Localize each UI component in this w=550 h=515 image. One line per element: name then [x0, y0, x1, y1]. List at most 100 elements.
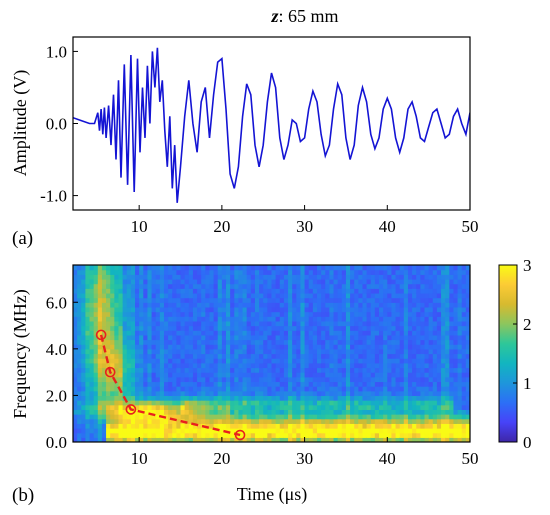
heatmap-cell	[325, 330, 330, 336]
heatmap-cell	[85, 376, 91, 383]
heatmap-cell	[441, 320, 446, 327]
heatmap-cell	[126, 288, 132, 294]
heatmap-cell	[192, 353, 198, 359]
heatmap-cell	[188, 330, 194, 336]
heatmap-cell	[242, 400, 248, 406]
heatmap-cell	[130, 265, 136, 271]
heatmap-cell	[147, 362, 153, 369]
heatmap-cell	[267, 400, 273, 406]
heatmap-cell	[73, 311, 78, 317]
heatmap-cell	[106, 372, 111, 378]
heatmap-cell	[325, 283, 330, 289]
heatmap-cell	[316, 409, 322, 415]
heatmap-cell	[192, 330, 198, 336]
heatmap-cell	[449, 334, 455, 341]
heatmap-cell	[337, 353, 343, 359]
heatmap-cell	[85, 320, 91, 327]
heatmap-cell	[176, 274, 182, 280]
trajectory-line	[99, 334, 241, 437]
heatmap-cell	[449, 390, 455, 397]
heatmap-cell	[333, 381, 339, 387]
heatmap-cell	[449, 376, 455, 383]
heatmap-cell	[283, 288, 289, 294]
heatmap-cell	[197, 367, 202, 373]
heatmap-cell	[85, 292, 91, 299]
heatmap-cell	[374, 320, 380, 327]
heatmap-cell	[341, 320, 347, 327]
heatmap-cell	[271, 428, 277, 434]
heatmap-cell	[126, 372, 132, 378]
heatmap-cell	[201, 404, 206, 410]
heatmap-cell	[391, 311, 397, 317]
heatmap-cell	[205, 344, 211, 350]
heatmap-cell	[89, 302, 95, 308]
heatmap-cell	[155, 292, 161, 299]
heatmap-cell	[135, 414, 140, 420]
heatmap-cell	[147, 381, 153, 387]
heatmap-cell	[432, 306, 438, 313]
heatmap-cell	[403, 269, 409, 275]
heatmap-cell	[283, 339, 289, 345]
heatmap-cell	[300, 297, 306, 303]
heatmap-cell	[226, 372, 231, 378]
heatmap-cell	[283, 283, 289, 289]
heatmap-cell	[288, 265, 293, 271]
heatmap-cell	[366, 409, 372, 415]
heatmap-cell	[304, 414, 310, 420]
heatmap-cell	[85, 418, 91, 424]
heatmap-cell	[387, 278, 393, 285]
heatmap-cell	[81, 297, 87, 303]
heatmap-cell	[101, 292, 107, 299]
heatmap-cell	[424, 432, 430, 438]
heatmap-cell	[441, 288, 446, 294]
heatmap-cell	[350, 274, 355, 280]
heatmap-cell	[350, 418, 355, 424]
heatmap-cell	[267, 269, 273, 275]
heatmap-cell	[217, 292, 223, 299]
heatmap-cell	[254, 395, 260, 401]
heatmap-cell	[81, 395, 87, 401]
heatmap-cell	[89, 316, 95, 322]
heatmap-cell	[135, 437, 140, 442]
heatmap-cell	[341, 381, 347, 387]
heatmap-cell	[366, 358, 372, 364]
heatmap-cell	[424, 288, 430, 294]
heatmap-cell	[254, 325, 260, 331]
heatmap-cell	[321, 274, 326, 280]
heatmap-cell	[139, 404, 144, 410]
heatmap-cell	[445, 325, 450, 331]
heatmap-cell	[333, 269, 339, 275]
heatmap-cell	[465, 316, 470, 322]
heatmap-cell	[230, 302, 235, 308]
heatmap-cell	[89, 418, 95, 424]
heatmap-cell	[147, 311, 153, 317]
heatmap-cell	[333, 311, 339, 317]
heatmap-cell	[271, 344, 277, 350]
heatmap-cell	[234, 418, 240, 424]
heatmap-cell	[192, 334, 198, 341]
heatmap-cell	[449, 418, 455, 424]
heatmap-cell	[279, 292, 285, 299]
heatmap-cell	[197, 320, 202, 327]
heatmap-cell	[424, 414, 430, 420]
heatmap-cell	[118, 292, 124, 299]
heatmap-cell	[93, 381, 99, 387]
heatmap-cell	[263, 278, 268, 285]
heatmap-cell	[250, 292, 256, 299]
heatmap-cell	[457, 339, 463, 345]
heatmap-cell	[101, 325, 107, 331]
heatmap-cell	[445, 414, 450, 420]
heatmap-cell	[201, 344, 206, 350]
heatmap-cell	[453, 302, 459, 308]
heatmap-cell	[395, 353, 401, 359]
heatmap-cell	[275, 330, 281, 336]
heatmap-cell	[230, 414, 235, 420]
heatmap-cell	[374, 362, 380, 369]
heatmap-cell	[205, 432, 211, 438]
heatmap-cell	[188, 325, 194, 331]
heatmap-cell	[283, 306, 289, 313]
heatmap-cell	[147, 428, 153, 434]
heatmap-cell	[337, 283, 343, 289]
heatmap-cell	[192, 288, 198, 294]
heatmap-cell	[192, 348, 198, 355]
